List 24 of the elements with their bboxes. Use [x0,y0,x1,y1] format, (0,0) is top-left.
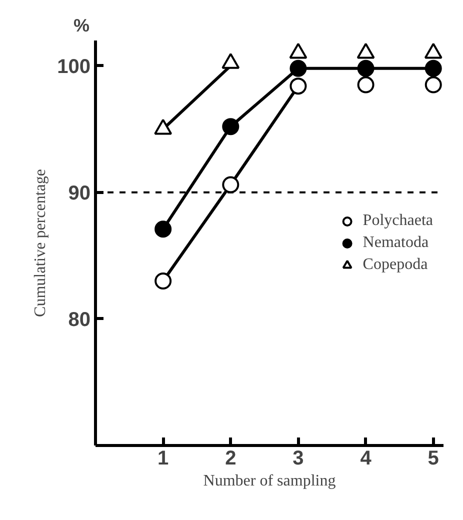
point [154,220,172,238]
point [424,60,442,77]
x-tick-label: 5 [428,448,439,470]
legend-label: Nematoda [362,234,429,252]
y-tick-label: 100 [57,56,91,78]
point [222,118,240,136]
point [290,78,307,95]
point [222,176,240,194]
point [357,76,374,94]
x-tick-label: 1 [158,448,169,470]
point [290,60,307,77]
y-tick-label: 80 [68,308,91,331]
point [154,272,172,290]
x-tick-label: 2 [225,448,236,470]
point [424,76,442,94]
x-tick-label: 4 [360,448,372,470]
y-tick-label: 90 [68,182,91,204]
point [357,60,374,77]
x-tick-label: 3 [292,448,304,470]
y-axis-title: Cumulative percentage [32,169,50,317]
legend-label: Polychaeta [362,212,433,230]
legend-label: Copepoda [362,256,428,274]
x-axis-title: Number of sampling [203,472,336,490]
text: % [74,16,90,36]
